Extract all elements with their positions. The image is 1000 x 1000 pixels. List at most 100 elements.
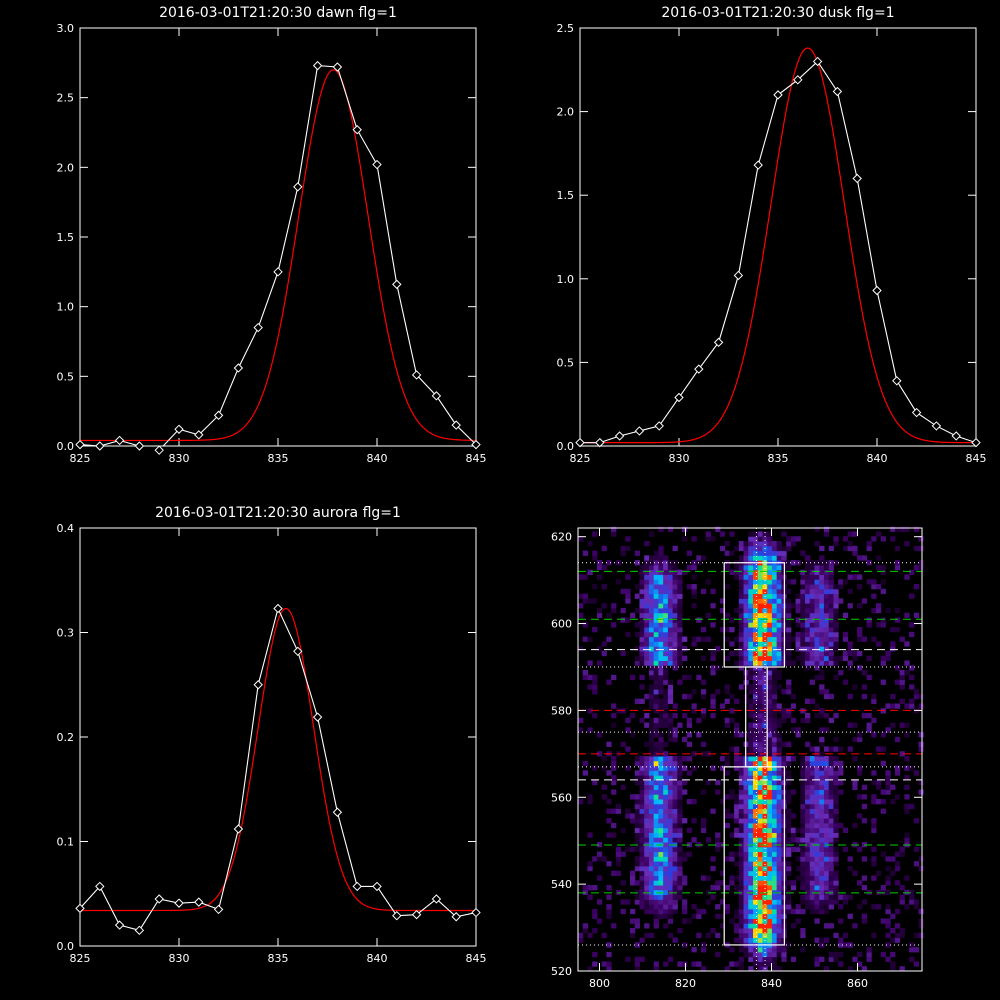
heatmap-pixel — [639, 627, 645, 633]
heatmap-pixel — [606, 908, 612, 915]
heatmap-pixel — [667, 607, 674, 614]
aurora-ytick-label: 0.1 — [57, 836, 75, 849]
heatmap-pixel — [658, 818, 664, 824]
heatmap-pixel — [611, 603, 617, 609]
heatmap-pixel — [809, 770, 815, 776]
heatmap-pixel — [757, 813, 763, 819]
heatmap-pixel — [805, 627, 811, 633]
heatmap-pixel — [866, 579, 872, 585]
dusk-data-point — [634, 426, 645, 436]
heatmap-pixel — [639, 904, 645, 910]
heatmap-pixel — [682, 904, 688, 910]
heatmap-pixel — [904, 832, 910, 838]
heatmap-pixel — [786, 770, 792, 776]
heatmap-pixel — [767, 593, 773, 599]
heatmap-pixel — [682, 875, 688, 881]
heatmap-pixel — [582, 574, 588, 580]
heatmap-pixel — [757, 732, 763, 738]
heatmap-pixel — [776, 822, 782, 829]
heatmap-pixel — [648, 593, 655, 599]
heatmap-pixel — [734, 832, 740, 838]
heatmap-pixel — [771, 670, 778, 676]
heatmap-pixel — [795, 636, 801, 642]
heatmap-pixel — [738, 655, 745, 661]
heatmap-pixel — [805, 789, 811, 795]
heatmap-pixel — [776, 932, 782, 939]
heatmap-pixel — [767, 646, 773, 652]
heatmap-pixel — [757, 966, 763, 972]
heatmap-pixel — [823, 765, 830, 771]
heatmap-pixel — [776, 765, 782, 771]
heatmap-pixel — [634, 942, 640, 948]
heatmap-pixel — [771, 947, 778, 953]
heatmap-pixel — [757, 555, 763, 561]
heatmap-pixel — [677, 584, 683, 590]
heatmap-pixel — [634, 837, 640, 843]
heatmap-pixel — [667, 612, 674, 618]
heatmap-pixel — [634, 880, 640, 886]
heatmap-pixel — [814, 870, 820, 876]
heatmap-pixel — [805, 779, 811, 786]
heatmap-pixel — [653, 550, 659, 556]
heatmap-pixel — [653, 899, 659, 905]
heatmap-pixel — [861, 966, 868, 972]
heatmap-pixel — [790, 813, 797, 819]
heatmap-pixel — [700, 827, 707, 833]
heatmap-pixel — [819, 674, 825, 681]
heatmap-pixel — [700, 789, 707, 795]
heatmap-pixel — [620, 880, 626, 886]
heatmap-pixel — [842, 932, 849, 939]
heatmap-pixel — [809, 846, 815, 853]
heatmap-pixel — [686, 918, 693, 924]
heatmap-pixel — [819, 851, 825, 857]
heatmap-pixel — [842, 899, 849, 905]
heatmap-pixel — [705, 612, 711, 618]
heatmap-pixel — [658, 760, 664, 767]
heatmap-pixel — [753, 574, 759, 580]
heatmap-pixel — [819, 832, 825, 838]
heatmap-pixel — [753, 904, 759, 910]
heatmap-pixel — [786, 588, 792, 595]
heatmap-pixel — [762, 736, 768, 743]
heatmap-pixel — [611, 765, 617, 771]
heatmap-pixel — [800, 870, 806, 876]
heatmap-pixel — [743, 607, 749, 614]
heatmap-pixel — [786, 660, 792, 666]
heatmap-pixel — [823, 746, 830, 752]
heatmap-pixel — [823, 598, 830, 604]
heatmap-pixel — [767, 832, 773, 838]
heatmap-pixel — [677, 722, 683, 728]
heatmap-pixel — [890, 913, 896, 919]
heatmap-pixel — [753, 627, 759, 633]
heatmap-pixel — [819, 564, 825, 571]
heatmap-pixel — [738, 603, 745, 609]
heatmap-pixel — [748, 574, 754, 580]
heatmap-pixel — [771, 932, 778, 939]
heatmap-pixel — [781, 689, 787, 695]
heatmap-pixel — [639, 579, 645, 585]
heatmap-pixel — [719, 913, 726, 919]
heatmap-pixel — [833, 789, 839, 795]
heatmap-pixel — [875, 904, 882, 910]
heatmap-pixel — [615, 851, 622, 857]
heatmap-pixel — [904, 722, 910, 728]
heatmap-pixel — [762, 832, 768, 838]
heatmap-pixel — [620, 607, 626, 614]
heatmap-pixel — [644, 923, 650, 929]
heatmap-pixel — [909, 889, 915, 896]
heatmap-pixel — [757, 851, 763, 857]
heatmap-pixel — [809, 885, 815, 891]
dawn-data-point — [134, 441, 145, 451]
heatmap-pixel — [786, 545, 792, 552]
heatmap-pixel — [819, 555, 825, 561]
heatmap-pixel — [658, 698, 664, 704]
dusk-xtick-label: 835 — [768, 452, 789, 465]
heatmap-pixel — [757, 622, 763, 628]
heatmap-pixel — [786, 837, 792, 843]
heatmap-pixel — [663, 679, 669, 685]
heatmap-pixel — [667, 627, 674, 633]
heatmap-pixel — [814, 894, 820, 900]
heatmap-pixel — [667, 956, 674, 962]
heatmap-pixel — [691, 913, 697, 919]
heatmap-pixel — [767, 818, 773, 824]
